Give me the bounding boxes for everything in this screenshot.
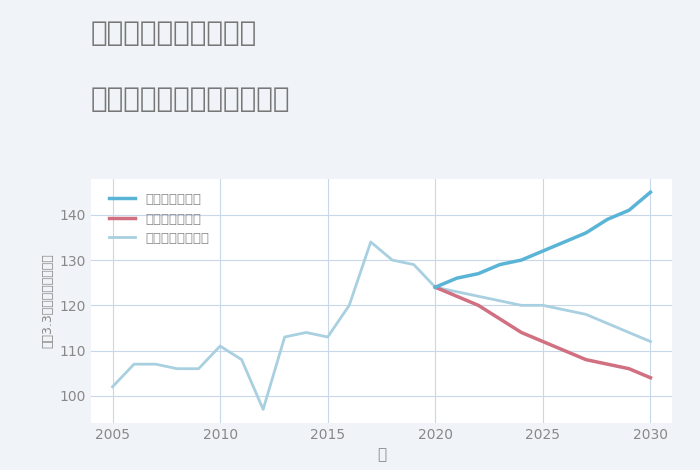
X-axis label: 年: 年 <box>377 447 386 462</box>
Text: 岐阜県多治見市窯町の: 岐阜県多治見市窯町の <box>91 19 258 47</box>
Y-axis label: 坪（3.3㎡）単価（万円）: 坪（3.3㎡）単価（万円） <box>41 253 54 348</box>
Text: 中古マンションの価格推移: 中古マンションの価格推移 <box>91 85 290 113</box>
Legend: グッドシナリオ, バッドシナリオ, ノーマルシナリオ: グッドシナリオ, バッドシナリオ, ノーマルシナリオ <box>104 188 215 251</box>
